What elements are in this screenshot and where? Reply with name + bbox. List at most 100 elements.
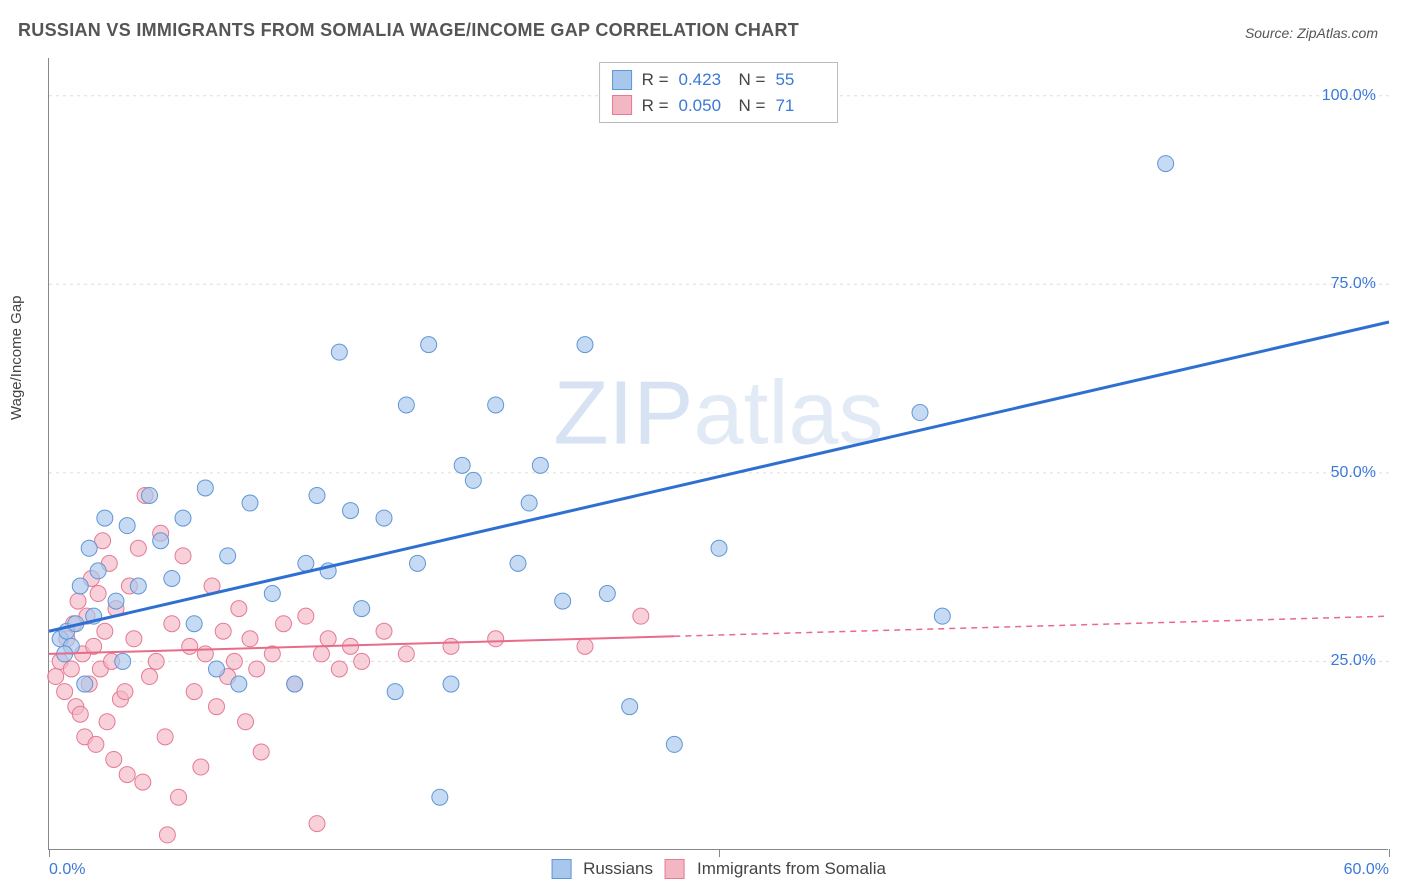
trend-line-extrapolated xyxy=(674,616,1389,636)
data-point xyxy=(57,684,73,700)
data-point xyxy=(488,631,504,647)
data-point xyxy=(443,676,459,692)
data-point xyxy=(309,816,325,832)
stat-r-somalia: 0.050 xyxy=(679,93,729,119)
x-tick-label: 0.0% xyxy=(49,861,85,879)
data-point xyxy=(215,623,231,639)
data-point xyxy=(313,646,329,662)
data-point xyxy=(376,510,392,526)
data-point xyxy=(70,593,86,609)
series-legend: Russians Immigrants from Somalia xyxy=(551,859,886,879)
data-point xyxy=(432,789,448,805)
data-point xyxy=(97,623,113,639)
chart-title: RUSSIAN VS IMMIGRANTS FROM SOMALIA WAGE/… xyxy=(18,20,799,41)
data-point xyxy=(298,555,314,571)
stat-n-somalia: 71 xyxy=(775,93,825,119)
y-axis-label: Wage/Income Gap xyxy=(8,295,25,420)
data-point xyxy=(119,518,135,534)
data-point xyxy=(465,472,481,488)
data-point xyxy=(231,601,247,617)
swatch-somalia xyxy=(612,95,632,115)
y-tick-label: 25.0% xyxy=(1331,652,1376,670)
data-point xyxy=(398,646,414,662)
correlation-legend: R = 0.423 N = 55 R = 0.050 N = 71 xyxy=(599,62,839,123)
data-point xyxy=(454,457,470,473)
data-point xyxy=(117,684,133,700)
stat-r-russians: 0.423 xyxy=(679,67,729,93)
swatch-russians xyxy=(612,70,632,90)
data-point xyxy=(209,661,225,677)
data-point xyxy=(711,540,727,556)
legend-label-russians: Russians xyxy=(583,859,653,879)
data-point xyxy=(193,759,209,775)
data-point xyxy=(577,638,593,654)
data-point xyxy=(387,684,403,700)
data-point xyxy=(88,736,104,752)
data-point xyxy=(119,767,135,783)
data-point xyxy=(148,653,164,669)
data-point xyxy=(164,616,180,632)
legend-label-somalia: Immigrants from Somalia xyxy=(697,859,886,879)
swatch-russians xyxy=(551,859,571,879)
data-point xyxy=(81,540,97,556)
data-point xyxy=(510,555,526,571)
data-point xyxy=(182,638,198,654)
data-point xyxy=(532,457,548,473)
stat-r-label: R = xyxy=(642,93,669,119)
data-point xyxy=(72,706,88,722)
data-point xyxy=(209,699,225,715)
data-point xyxy=(90,586,106,602)
data-point xyxy=(599,586,615,602)
data-point xyxy=(309,487,325,503)
data-point xyxy=(220,548,236,564)
legend-row-russians: R = 0.423 N = 55 xyxy=(612,67,826,93)
data-point xyxy=(226,653,242,669)
data-point xyxy=(175,510,191,526)
data-point xyxy=(242,631,258,647)
data-point xyxy=(130,540,146,556)
data-point xyxy=(90,563,106,579)
data-point xyxy=(48,669,64,685)
legend-row-somalia: R = 0.050 N = 71 xyxy=(612,93,826,119)
y-tick-label: 50.0% xyxy=(1331,464,1376,482)
data-point xyxy=(135,774,151,790)
data-point xyxy=(231,676,247,692)
data-point xyxy=(99,714,115,730)
stat-n-label: N = xyxy=(739,67,766,93)
y-tick-label: 75.0% xyxy=(1331,275,1376,293)
data-point xyxy=(264,586,280,602)
data-point xyxy=(421,337,437,353)
data-point xyxy=(398,397,414,413)
data-point xyxy=(126,631,142,647)
data-point xyxy=(186,616,202,632)
data-point xyxy=(242,495,258,511)
data-point xyxy=(238,714,254,730)
data-point xyxy=(320,631,336,647)
data-point xyxy=(577,337,593,353)
data-point xyxy=(197,480,213,496)
data-point xyxy=(488,397,504,413)
data-point xyxy=(354,601,370,617)
stat-n-russians: 55 xyxy=(775,67,825,93)
data-point xyxy=(410,555,426,571)
data-point xyxy=(72,578,88,594)
data-point xyxy=(666,736,682,752)
swatch-somalia xyxy=(665,859,685,879)
data-point xyxy=(376,623,392,639)
data-point xyxy=(108,593,124,609)
data-point xyxy=(157,729,173,745)
trend-line xyxy=(49,322,1389,631)
data-point xyxy=(63,661,79,677)
chart-plot-area: ZIPatlas 25.0%50.0%75.0%100.0% 0.0%60.0%… xyxy=(48,58,1388,850)
stat-n-label: N = xyxy=(739,93,766,119)
data-point xyxy=(142,669,158,685)
data-point xyxy=(253,744,269,760)
data-point xyxy=(934,608,950,624)
source-attribution: Source: ZipAtlas.com xyxy=(1245,25,1378,41)
data-point xyxy=(115,653,131,669)
data-point xyxy=(354,653,370,669)
data-point xyxy=(633,608,649,624)
data-point xyxy=(331,344,347,360)
data-point xyxy=(622,699,638,715)
data-point xyxy=(77,676,93,692)
